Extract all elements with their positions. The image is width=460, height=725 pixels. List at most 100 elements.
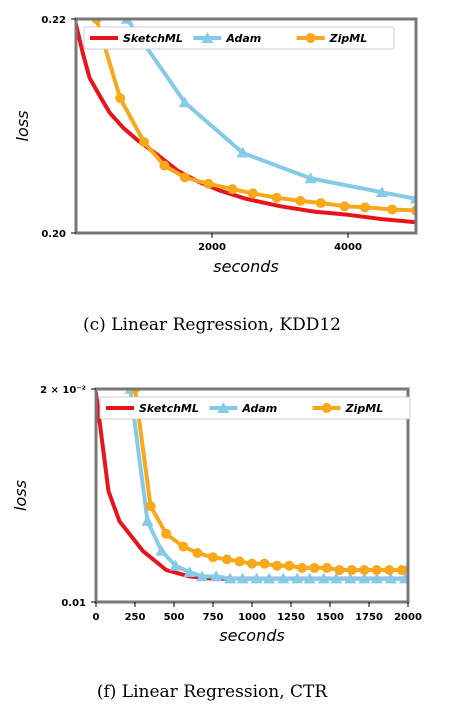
legend-label: SketchML xyxy=(139,402,199,415)
x-tick-label: 1500 xyxy=(316,612,344,623)
legend-label: ZipML xyxy=(329,32,368,45)
marker-zipml xyxy=(284,560,295,571)
legend-label: SketchML xyxy=(123,32,183,45)
marker-zipml xyxy=(346,565,357,576)
marker-zipml xyxy=(203,178,214,189)
marker-adam xyxy=(384,572,397,584)
marker-zipml xyxy=(387,204,398,215)
caption-ctr: (f) Linear Regression, CTR xyxy=(97,682,329,702)
marker-zipml xyxy=(247,188,258,199)
chart-ctr: 0 250 500 750 1000 1250 1500 1750 2000 2 × 10⁻² 0.… xyxy=(11,385,422,645)
marker-adam xyxy=(141,515,154,526)
y-axis-label: loss xyxy=(13,111,32,142)
marker-zipml xyxy=(208,552,218,563)
legend-marker xyxy=(217,402,230,413)
marker-zipml xyxy=(339,201,350,212)
legend-item-zipml: ZipML xyxy=(296,32,368,45)
marker-zipml xyxy=(384,565,395,576)
legend-label: Adam xyxy=(241,402,277,415)
marker-zipml xyxy=(234,556,245,567)
marker-zipml xyxy=(315,198,326,209)
x-tick-label: 500 xyxy=(164,612,185,623)
legend-item-adam: Adam xyxy=(193,32,261,45)
marker-adam xyxy=(250,572,263,584)
x-tick-label: 1750 xyxy=(355,612,383,623)
marker-adam xyxy=(317,572,330,584)
marker-adam xyxy=(196,570,209,582)
marker-zipml xyxy=(139,137,149,148)
marker-zipml xyxy=(161,528,172,539)
marker-zipml xyxy=(359,565,370,576)
legend-label: ZipML xyxy=(345,402,384,415)
legend-item-sketchml: SketchML xyxy=(106,402,199,415)
marker-zipml xyxy=(321,562,332,573)
marker-zipml xyxy=(222,554,233,565)
marker-zipml xyxy=(115,93,126,104)
x-axis-label: seconds xyxy=(213,257,278,276)
legend-item-sketchml: SketchML xyxy=(90,32,183,45)
x-tick-label: 2000 xyxy=(198,242,226,253)
legend: SketchML Adam ZipML xyxy=(83,26,395,50)
marker-adam xyxy=(303,572,316,584)
marker-adam xyxy=(330,572,343,584)
series-line-sketchml xyxy=(76,22,416,225)
marker-adam xyxy=(210,570,223,582)
marker-adam xyxy=(344,572,357,584)
series-adam xyxy=(124,389,408,584)
marker-adam xyxy=(183,566,196,577)
marker-zipml xyxy=(296,562,307,573)
marker-zipml xyxy=(227,184,238,195)
caption-kdd12: (c) Linear Regression, KDD12 xyxy=(83,315,341,335)
marker-zipml xyxy=(360,202,370,213)
marker-zipml xyxy=(179,172,190,183)
marker-adam xyxy=(358,572,371,584)
legend-box xyxy=(99,396,411,420)
y-tick-label: 0.01 xyxy=(61,598,86,609)
legend-box xyxy=(83,26,395,50)
series-line-adam xyxy=(125,19,416,201)
legend-marker xyxy=(305,33,316,43)
marker-zipml xyxy=(271,560,282,571)
series-zipml xyxy=(130,389,408,576)
marker-zipml xyxy=(295,195,306,206)
y-tick-label: 0.20 xyxy=(41,229,66,240)
marker-zipml xyxy=(271,192,282,203)
marker-adam xyxy=(304,172,317,184)
marker-zipml xyxy=(334,565,345,576)
marker-adam xyxy=(236,572,249,584)
y-axis-label: loss xyxy=(11,480,30,511)
series-adam xyxy=(121,19,416,204)
marker-zipml xyxy=(371,565,382,576)
marker-adam xyxy=(236,146,249,158)
chart-kdd12: 2000 4000 0.20 0.22 seconds loss SketchML Adam Z… xyxy=(13,15,418,276)
legend-item-zipml: ZipML xyxy=(312,402,384,415)
marker-adam xyxy=(169,559,182,571)
series-line-zipml xyxy=(133,389,408,572)
y-tick-label: 0.22 xyxy=(41,15,66,26)
marker-zipml xyxy=(159,160,170,171)
series-zipml xyxy=(91,19,416,216)
marker-zipml xyxy=(259,558,270,569)
x-axis-label: seconds xyxy=(219,626,284,645)
legend-marker xyxy=(201,32,214,43)
y-tick-label: 2 × 10⁻² xyxy=(40,385,86,396)
marker-adam xyxy=(370,572,383,584)
marker-zipml xyxy=(247,558,257,569)
x-tick-label: 750 xyxy=(203,612,224,623)
x-tick-label: 4000 xyxy=(334,242,362,253)
marker-adam xyxy=(277,572,290,584)
x-tick-label: 250 xyxy=(125,612,146,623)
x-tick-label: 1000 xyxy=(238,612,266,623)
marker-zipml xyxy=(178,541,189,552)
legend-label: Adam xyxy=(225,32,261,45)
marker-adam xyxy=(376,186,388,198)
marker-zipml xyxy=(309,562,320,573)
marker-adam xyxy=(291,572,304,584)
marker-adam xyxy=(398,572,408,584)
x-tick-label: 1250 xyxy=(277,612,305,623)
plot-frame xyxy=(74,17,418,235)
marker-adam xyxy=(155,544,168,556)
legend-item-adam: Adam xyxy=(209,402,277,415)
legend-marker xyxy=(321,403,332,413)
